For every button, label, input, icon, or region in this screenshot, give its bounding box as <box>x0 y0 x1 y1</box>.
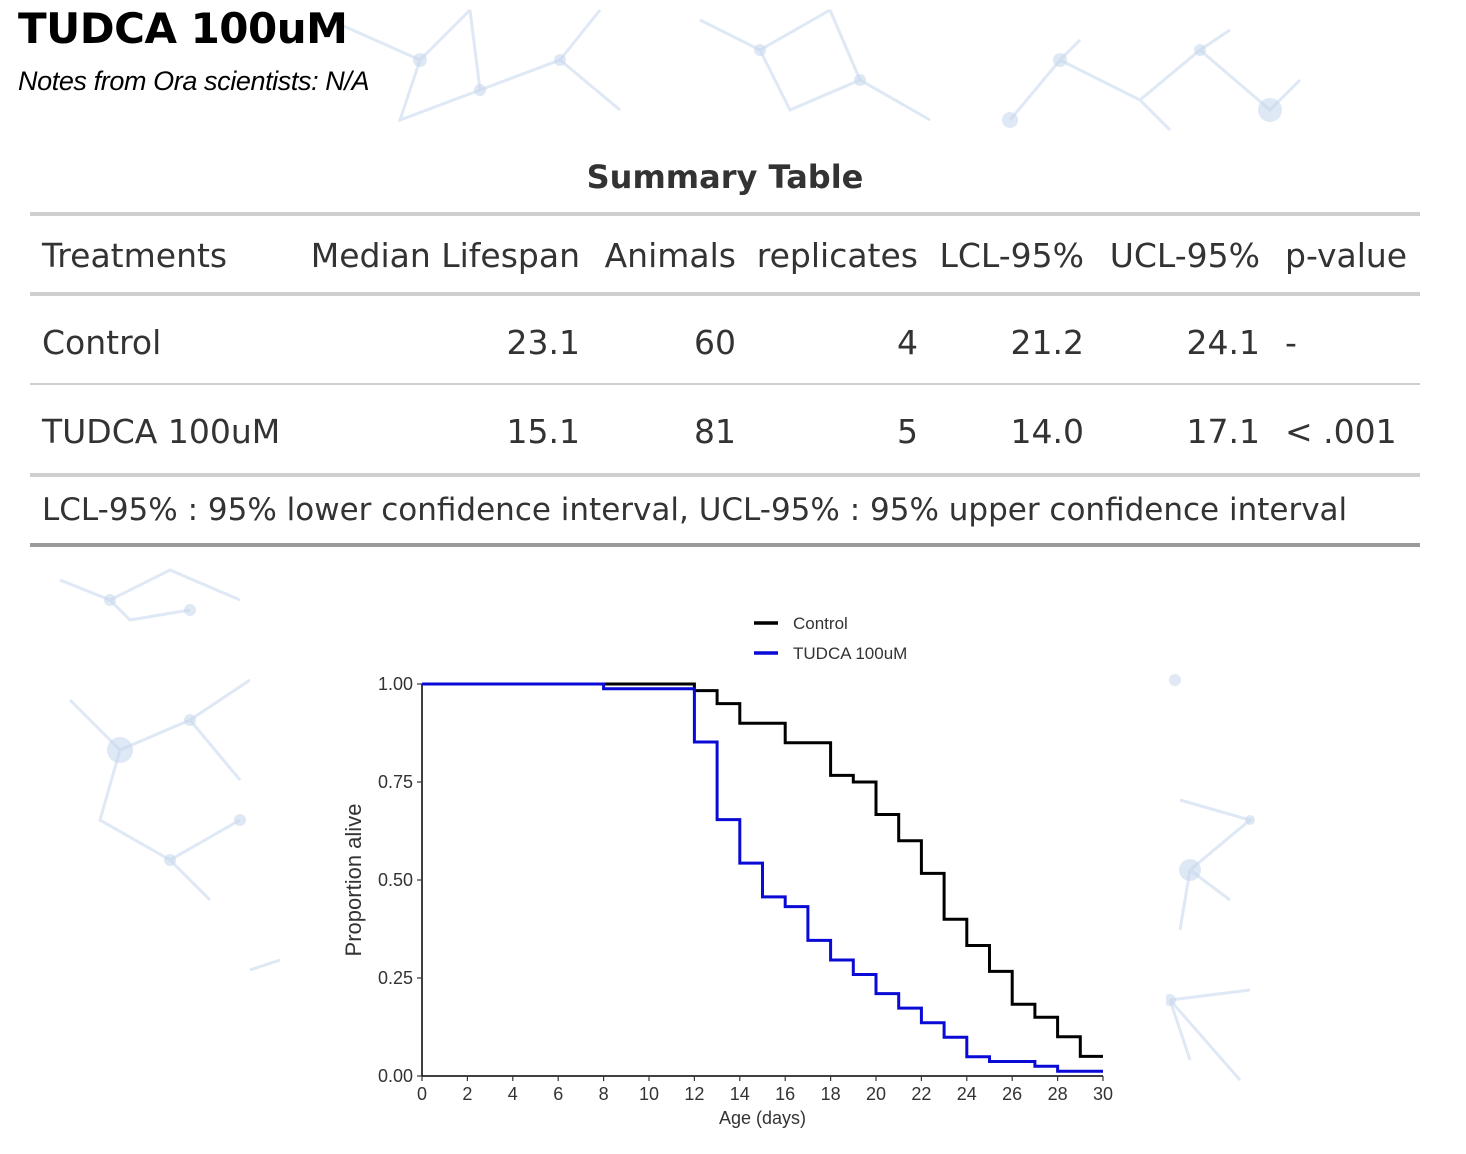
x-tick-label: 8 <box>599 1084 609 1104</box>
x-tick-label: 14 <box>730 1084 750 1104</box>
table-cell: 81 <box>694 412 736 451</box>
table-cell: TUDCA 100uM <box>42 412 281 451</box>
header-replicates: replicates <box>756 236 918 275</box>
series-line-tudca-100um <box>422 682 1103 1073</box>
table-cell: 21.2 <box>1010 323 1084 362</box>
header-p-value: p-value <box>1285 236 1408 275</box>
table-cell: 15.1 <box>506 412 580 451</box>
header-median-lifespan: Median Lifespan <box>310 236 580 275</box>
x-tick-label: 20 <box>866 1084 886 1104</box>
chart-curves <box>422 682 1103 1073</box>
x-tick-label: 24 <box>957 1084 977 1104</box>
table-cell: 14.0 <box>1010 412 1084 451</box>
table-cell: 23.1 <box>506 323 580 362</box>
header-lcl: LCL-95% <box>939 236 1085 275</box>
table-cell: - <box>1285 323 1297 362</box>
y-axis-label: Proportion alive <box>341 804 366 957</box>
x-tick-label: 30 <box>1093 1084 1113 1104</box>
table-cell: 5 <box>897 412 918 451</box>
legend-label: TUDCA 100uM <box>793 644 907 663</box>
page-title: TUDCA 100uM <box>18 4 348 53</box>
x-tick-label: 22 <box>911 1084 931 1104</box>
header-ucl: UCL-95% <box>1109 236 1260 275</box>
x-tick-label: 10 <box>639 1084 659 1104</box>
x-tick-label: 28 <box>1048 1084 1068 1104</box>
x-tick-label: 12 <box>684 1084 704 1104</box>
plot-panel <box>282 556 1166 1154</box>
y-tick-label: 0.75 <box>378 772 413 792</box>
x-tick-label: 18 <box>821 1084 841 1104</box>
table-cell: 4 <box>897 323 918 362</box>
row-divider <box>30 383 1420 385</box>
table-footnote: LCL-95% : 95% lower confidence interval,… <box>42 492 1348 528</box>
chart-axes: 0 2 4 6 8 10 12 14 16 18 20 22 24 26 28 300.000.250.500… <box>341 674 1113 1128</box>
y-tick-label: 0.00 <box>378 1066 413 1086</box>
y-tick-label: 0.25 <box>378 968 413 988</box>
x-tick-label: 16 <box>775 1084 795 1104</box>
x-tick-label: 0 <box>417 1084 427 1104</box>
y-tick-label: 1.00 <box>378 674 413 694</box>
series-line-control <box>422 682 1103 1058</box>
table-cell: 24.1 <box>1186 323 1260 362</box>
notes-text: Notes from Ora scientists: N/A <box>18 66 370 96</box>
table-bottom-rule <box>30 543 1420 547</box>
y-tick-label: 0.50 <box>378 870 413 890</box>
table-cell: Control <box>42 323 162 362</box>
table-top-rule <box>30 212 1420 216</box>
header-bottom-rule <box>30 292 1420 296</box>
summary-table-panel <box>0 136 1466 556</box>
table-cell: < .001 <box>1285 412 1397 451</box>
chart-legend: Control TUDCA 100uM <box>754 614 907 663</box>
table-cell: 17.1 <box>1186 412 1260 451</box>
legend-label: Control <box>793 614 848 633</box>
x-tick-label: 4 <box>508 1084 518 1104</box>
x-tick-label: 2 <box>462 1084 472 1104</box>
summary-table-title: Summary Table <box>586 158 864 196</box>
x-tick-label: 6 <box>553 1084 563 1104</box>
x-tick-label: 26 <box>1002 1084 1022 1104</box>
header-treatments: Treatments <box>42 236 228 275</box>
header-animals: Animals <box>604 236 736 275</box>
x-axis-label: Age (days) <box>719 1108 806 1128</box>
table-cell: 60 <box>694 323 736 362</box>
table-body-bottom-rule <box>30 473 1420 477</box>
